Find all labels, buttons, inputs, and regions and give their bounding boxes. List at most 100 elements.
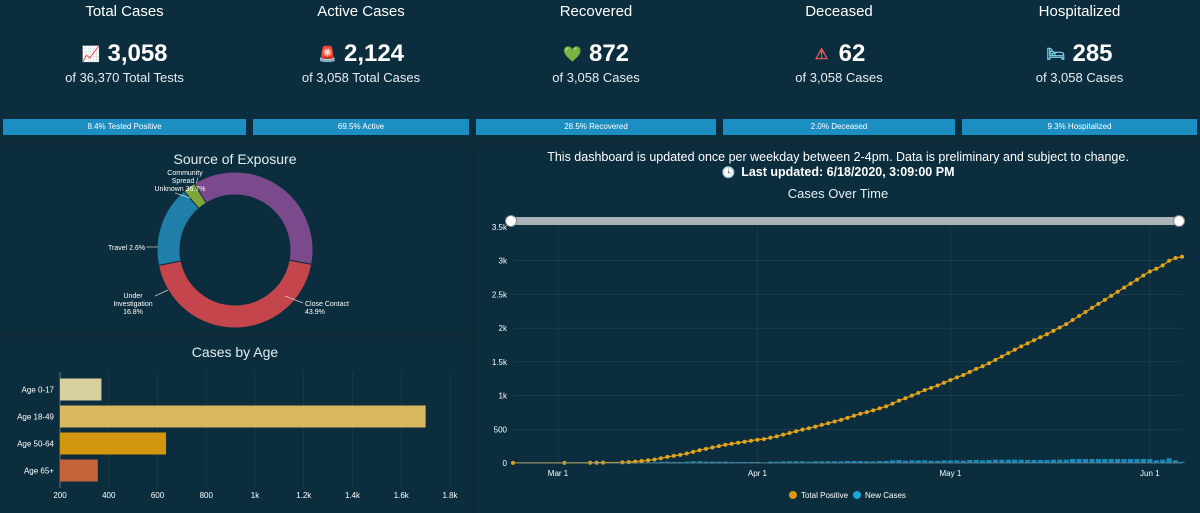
- new-cases-bar[interactable]: [703, 461, 709, 463]
- new-cases-bar[interactable]: [928, 460, 934, 463]
- new-cases-bar[interactable]: [915, 460, 921, 463]
- new-cases-bar[interactable]: [999, 459, 1005, 463]
- total-positive-point[interactable]: [684, 451, 689, 456]
- total-positive-point[interactable]: [1083, 309, 1088, 314]
- new-cases-bar[interactable]: [851, 460, 857, 463]
- new-cases-bar[interactable]: [664, 461, 670, 463]
- age-bar-2[interactable]: [60, 432, 167, 455]
- new-cases-bar[interactable]: [1082, 458, 1089, 463]
- total-positive-point[interactable]: [703, 446, 708, 451]
- total-positive-point[interactable]: [1012, 347, 1017, 352]
- new-cases-bar[interactable]: [1005, 459, 1011, 463]
- total-positive-point[interactable]: [967, 369, 972, 374]
- new-cases-bar[interactable]: [1076, 458, 1082, 463]
- new-cases-bar[interactable]: [767, 461, 773, 463]
- new-cases-bar[interactable]: [889, 460, 896, 463]
- new-cases-bar[interactable]: [1121, 458, 1127, 463]
- total-positive-point[interactable]: [723, 442, 728, 447]
- total-positive-point[interactable]: [1173, 256, 1178, 261]
- total-positive-point[interactable]: [1051, 328, 1056, 333]
- new-cases-bar[interactable]: [934, 460, 941, 463]
- new-cases-bar[interactable]: [1070, 458, 1076, 463]
- total-positive-point[interactable]: [678, 452, 683, 457]
- new-cases-bar[interactable]: [806, 461, 812, 463]
- new-cases-bar[interactable]: [1108, 458, 1114, 463]
- total-positive-point[interactable]: [954, 375, 959, 380]
- new-cases-bar[interactable]: [877, 460, 883, 463]
- total-positive-point[interactable]: [671, 453, 676, 458]
- total-positive-point[interactable]: [813, 424, 818, 429]
- new-cases-bar[interactable]: [1063, 459, 1069, 463]
- total-positive-point[interactable]: [980, 364, 985, 369]
- total-positive-point[interactable]: [1147, 269, 1152, 274]
- total-positive-point[interactable]: [1128, 281, 1133, 286]
- total-positive-point[interactable]: [761, 437, 766, 442]
- total-positive-point[interactable]: [626, 460, 631, 465]
- total-positive-point[interactable]: [916, 390, 921, 395]
- total-positive-point[interactable]: [658, 456, 663, 461]
- total-positive-point[interactable]: [1006, 351, 1011, 356]
- new-cases-bar[interactable]: [832, 461, 838, 463]
- total-positive-point[interactable]: [851, 413, 856, 418]
- new-cases-bar[interactable]: [1089, 458, 1095, 463]
- donut-slice-0[interactable]: [193, 171, 314, 265]
- new-cases-bar[interactable]: [1031, 459, 1037, 463]
- total-positive-point[interactable]: [884, 404, 889, 409]
- new-cases-bar[interactable]: [735, 461, 741, 463]
- total-positive-point[interactable]: [794, 429, 799, 434]
- total-positive-point[interactable]: [1154, 266, 1159, 271]
- total-positive-point[interactable]: [691, 449, 696, 454]
- new-cases-bar[interactable]: [838, 461, 844, 463]
- range-slider-track[interactable]: [510, 217, 1180, 225]
- new-cases-bar[interactable]: [1172, 460, 1179, 463]
- new-cases-bar[interactable]: [954, 460, 960, 463]
- total-positive-point[interactable]: [839, 417, 844, 422]
- new-cases-bar[interactable]: [979, 460, 986, 463]
- total-positive-point[interactable]: [1122, 285, 1127, 290]
- total-positive-point[interactable]: [903, 396, 908, 401]
- total-positive-point[interactable]: [639, 458, 644, 463]
- total-positive-point[interactable]: [1134, 277, 1139, 282]
- new-cases-bar[interactable]: [1160, 459, 1166, 463]
- new-cases-bar[interactable]: [1012, 459, 1018, 463]
- total-positive-point[interactable]: [800, 427, 805, 432]
- new-cases-bar[interactable]: [748, 461, 754, 463]
- total-positive-point[interactable]: [864, 410, 869, 415]
- total-positive-point[interactable]: [1077, 314, 1082, 319]
- legend-new-marker[interactable]: [853, 491, 861, 499]
- total-positive-point[interactable]: [697, 448, 702, 453]
- new-cases-bar[interactable]: [896, 459, 902, 463]
- new-cases-bar[interactable]: [1057, 459, 1063, 463]
- total-positive-point[interactable]: [1064, 322, 1069, 327]
- donut-slice-1[interactable]: [157, 259, 313, 329]
- total-positive-point[interactable]: [987, 361, 992, 366]
- total-positive-point[interactable]: [620, 460, 625, 465]
- total-positive-point[interactable]: [1070, 318, 1075, 323]
- new-cases-bar[interactable]: [967, 459, 973, 463]
- new-cases-bar[interactable]: [947, 460, 954, 463]
- total-positive-point[interactable]: [1025, 341, 1030, 346]
- age-bar-0[interactable]: [60, 378, 102, 401]
- new-cases-bar[interactable]: [960, 460, 966, 463]
- total-positive-point[interactable]: [1089, 305, 1094, 310]
- donut-slice-3[interactable]: [183, 182, 207, 210]
- total-positive-point[interactable]: [890, 401, 895, 406]
- new-cases-bar[interactable]: [1140, 458, 1147, 463]
- total-positive-point[interactable]: [819, 422, 824, 427]
- total-positive-point[interactable]: [806, 426, 811, 431]
- new-cases-bar[interactable]: [1018, 459, 1024, 463]
- total-positive-point[interactable]: [961, 373, 966, 378]
- new-cases-bar[interactable]: [812, 461, 818, 463]
- total-positive-point[interactable]: [736, 440, 741, 445]
- new-cases-bar[interactable]: [1147, 458, 1153, 463]
- new-cases-bar[interactable]: [722, 461, 728, 463]
- total-positive-point[interactable]: [871, 408, 876, 413]
- total-positive-point[interactable]: [999, 354, 1004, 359]
- new-cases-bar[interactable]: [677, 461, 683, 463]
- total-positive-point[interactable]: [742, 439, 747, 444]
- range-slider-handle-end[interactable]: [1173, 215, 1185, 227]
- new-cases-bar[interactable]: [1127, 458, 1134, 463]
- new-cases-bar[interactable]: [819, 461, 825, 463]
- total-positive-point[interactable]: [646, 458, 651, 463]
- new-cases-bar[interactable]: [941, 460, 947, 463]
